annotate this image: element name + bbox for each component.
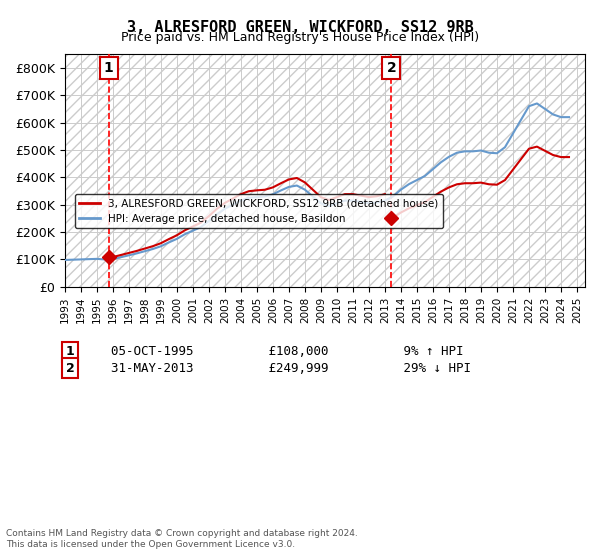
Legend: 3, ALRESFORD GREEN, WICKFORD, SS12 9RB (detached house), HPI: Average price, det: 3, ALRESFORD GREEN, WICKFORD, SS12 9RB (… (75, 194, 443, 228)
Text: 1: 1 (65, 346, 74, 358)
Text: 1: 1 (104, 61, 113, 75)
Text: 2: 2 (386, 61, 396, 75)
Text: Contains HM Land Registry data © Crown copyright and database right 2024.
This d: Contains HM Land Registry data © Crown c… (6, 529, 358, 549)
Text: 3, ALRESFORD GREEN, WICKFORD, SS12 9RB: 3, ALRESFORD GREEN, WICKFORD, SS12 9RB (127, 20, 473, 35)
Text: Price paid vs. HM Land Registry's House Price Index (HPI): Price paid vs. HM Land Registry's House … (121, 31, 479, 44)
Text: 31-MAY-2013          £249,999          29% ↓ HPI: 31-MAY-2013 £249,999 29% ↓ HPI (96, 362, 471, 375)
Text: 05-OCT-1995          £108,000          9% ↑ HPI: 05-OCT-1995 £108,000 9% ↑ HPI (96, 346, 463, 358)
Text: 2: 2 (65, 362, 74, 375)
